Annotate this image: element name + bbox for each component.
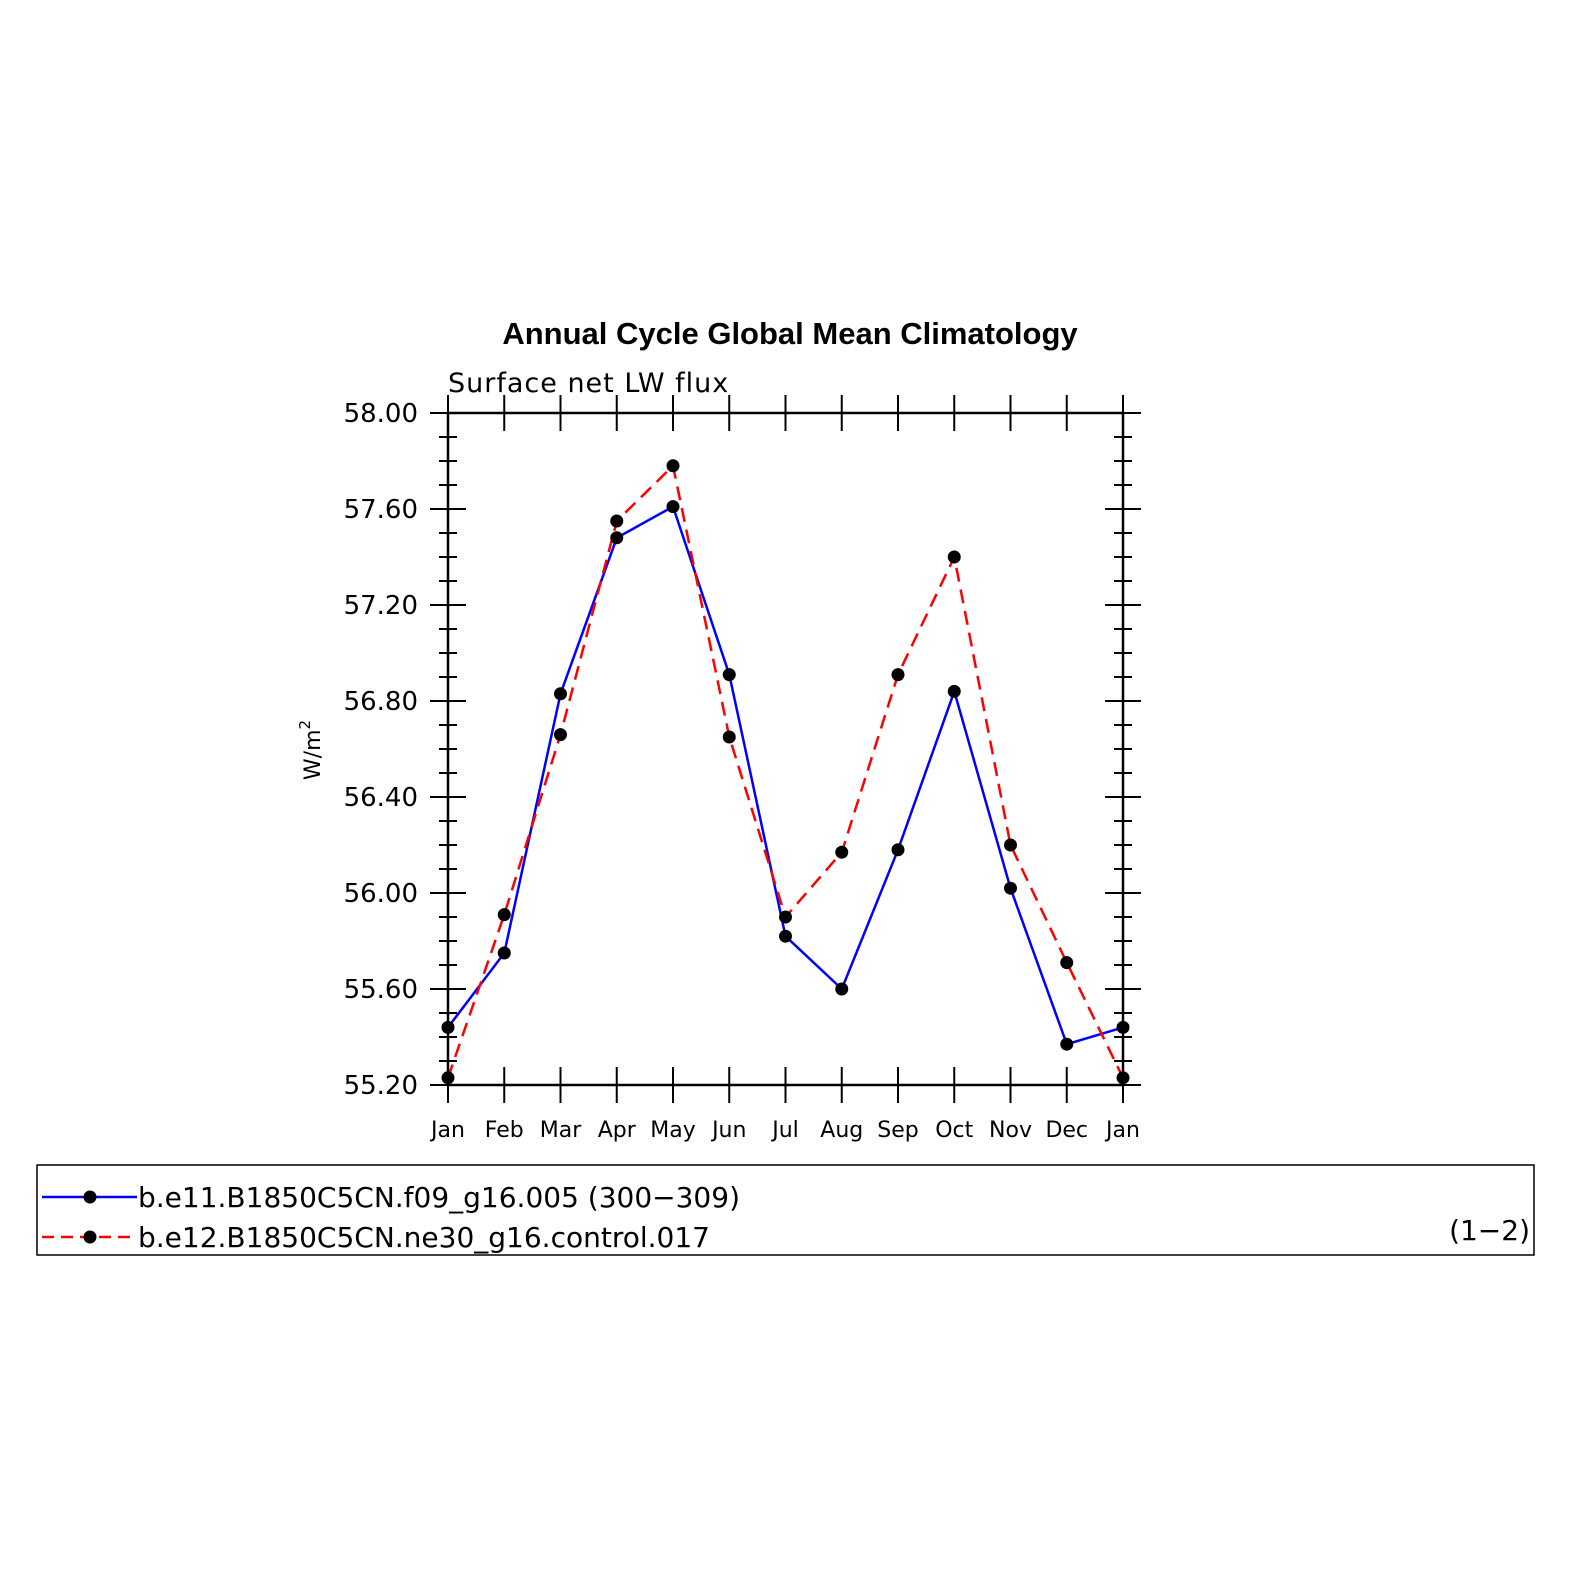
data-point-series-2 [1116,1071,1130,1085]
x-tick-label: May [650,1118,695,1143]
data-point-series-2 [891,668,905,682]
y-tick-label: 56.40 [344,783,418,813]
y-tick-label: 56.00 [344,879,418,909]
y-tick-label: 56.80 [344,687,418,717]
x-tick-label: Oct [935,1118,973,1143]
y-tick-labels: 55.20 55.60 56.00 56.40 56.80 57.20 57.60 58.00 [344,399,418,1101]
data-point-series-2 [722,730,736,744]
x-tick-label: Sep [877,1118,918,1143]
data-point-series-1 [441,1020,455,1034]
legend-box [36,1164,1535,1256]
series-lines [446,463,1125,1079]
chart-title: Annual Cycle Global Mean Climatology [502,316,1078,351]
legend: b.e11.B1850C5CN.f09_g16.005 (300−309) b.e… [36,1164,1535,1256]
series-markers [441,459,1130,1085]
legend-marker-2 [83,1230,97,1244]
x-tick-label: Jun [710,1118,746,1143]
chart-subtitle: Surface net LW flux [448,368,729,399]
y-tick-label: 57.20 [344,591,418,621]
data-point-series-1 [891,843,905,857]
legend-annotation: (1−2) [1449,1214,1530,1247]
data-point-series-1 [554,687,567,701]
data-point-series-2 [1060,956,1074,970]
data-point-series-2 [779,910,792,924]
data-point-series-2 [835,845,849,859]
y-axis-label: W/m2 [296,720,326,780]
y-tick-label: 55.60 [344,975,418,1005]
data-point-series-2 [441,1071,455,1085]
y-axis-label-text: W/m [301,729,326,780]
legend-label-2: b.e12.B1850C5CN.ne30_g16.control.017 [138,1221,710,1254]
series-line-2 [446,463,1125,1079]
y-tick-label: 57.60 [344,495,418,525]
y-tick-label: 55.20 [344,1071,418,1101]
data-point-series-1 [722,668,736,682]
data-point-series-1 [666,500,680,514]
x-tick-labels: Jan Feb Mar Apr May Jun Jul Aug Sep Oct Nov Dec Jan [429,1118,1140,1143]
y-axis-label-superscript: 2 [296,720,314,730]
x-tick-label: Jul [770,1118,799,1143]
data-point-series-2 [554,728,567,742]
x-tick-label: Feb [485,1118,524,1143]
series-line-1 [447,504,1124,1046]
axis-ticks [430,395,1141,1103]
x-tick-label: Nov [989,1118,1032,1143]
data-point-series-1 [610,531,624,545]
x-tick-label: Jan [429,1118,465,1143]
y-tick-label: 58.00 [344,399,418,429]
svg-text:W/m2: W/m2 [296,720,326,780]
x-tick-label: Aug [820,1118,863,1143]
x-tick-label: Apr [598,1118,637,1143]
legend-marker-1 [83,1190,97,1204]
data-point-series-1 [779,929,792,943]
x-tick-label: Mar [540,1118,582,1143]
data-point-series-2 [666,459,680,473]
data-point-series-2 [610,514,624,528]
data-point-series-1 [1116,1020,1130,1034]
x-tick-label: Jan [1104,1118,1140,1143]
data-point-series-1 [1060,1037,1074,1051]
legend-label-1: b.e11.B1850C5CN.f09_g16.005 (300−309) [138,1181,740,1214]
data-point-series-2 [1004,838,1017,852]
data-point-series-1 [497,946,511,960]
data-point-series-1 [1004,881,1017,895]
data-point-series-2 [947,550,961,564]
data-point-series-1 [947,684,961,698]
x-tick-label: Dec [1045,1118,1088,1143]
legend-entries: b.e11.B1850C5CN.f09_g16.005 (300−309) b.e… [42,1181,740,1254]
data-point-series-2 [497,908,511,922]
data-point-series-1 [835,982,849,996]
